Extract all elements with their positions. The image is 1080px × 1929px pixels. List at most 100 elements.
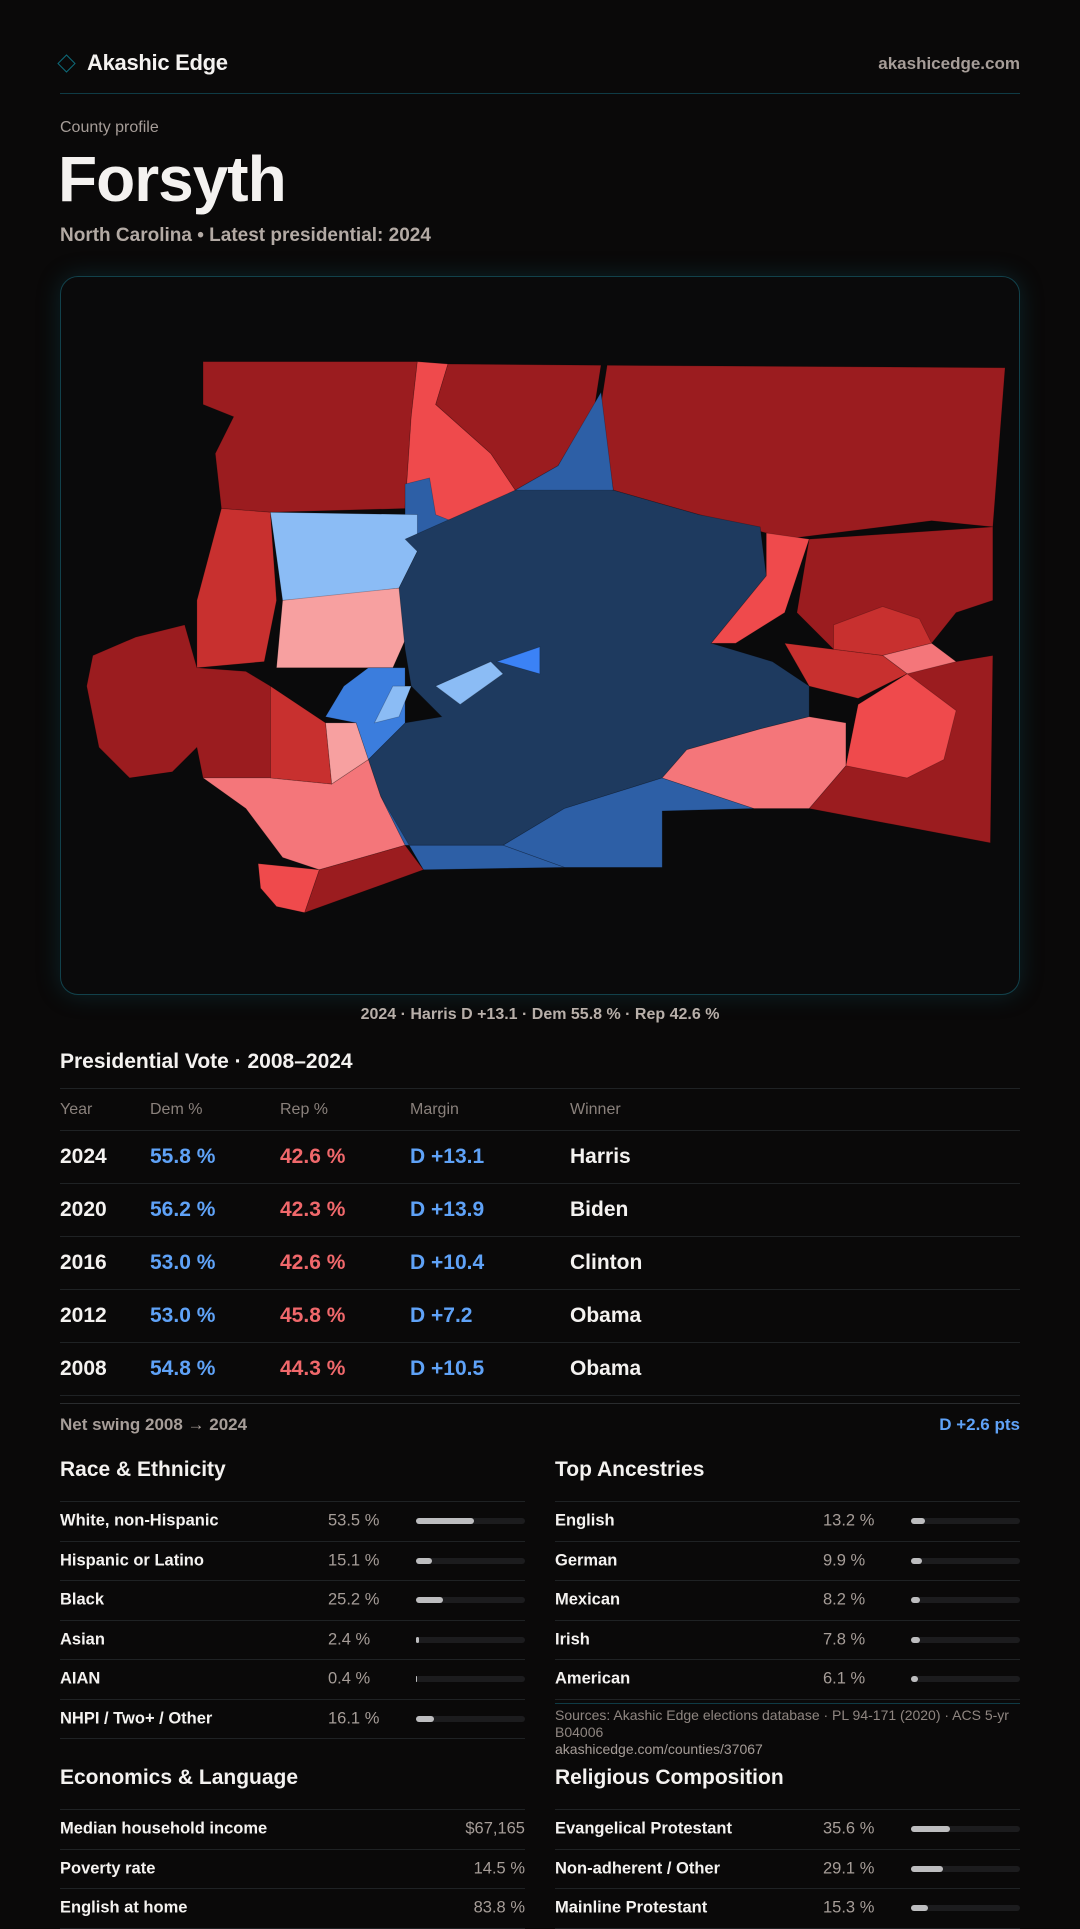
stat-bar (416, 1676, 525, 1682)
stat-bar (416, 1518, 525, 1524)
economics-row: English at home 83.8 % (60, 1889, 525, 1929)
precinct-rep-strong[interactable] (203, 362, 417, 513)
rep-cell: 42.6 % (280, 1145, 345, 1169)
eyebrow: County profile (60, 119, 159, 137)
site-link[interactable]: akashicedge.com (878, 54, 1020, 74)
swing-divider (60, 1403, 1020, 1404)
stat-bar-fill (911, 1597, 920, 1603)
race-row: AIAN 0.4 % (60, 1660, 525, 1700)
brand[interactable]: Akashic Edge (60, 50, 228, 76)
stat-label: Irish (555, 1630, 590, 1649)
table-body: 2024 55.8 % 42.6 % D +13.1 Harris 2020 56.2 % 4… (60, 1131, 1020, 1396)
year-cell: 2016 (60, 1251, 107, 1275)
table-row[interactable]: 2024 55.8 % 42.6 % D +13.1 Harris (60, 1131, 1020, 1184)
dem-cell: 53.0 % (150, 1251, 215, 1275)
margin-cell: D +13.1 (410, 1145, 484, 1169)
precinct-rep[interactable] (197, 509, 277, 668)
stat-bar (911, 1676, 1020, 1682)
stat-value: 16.1 % (328, 1709, 379, 1728)
swing-value: D +2.6 pts (939, 1415, 1020, 1435)
stat-label: AIAN (60, 1670, 100, 1689)
winner-cell: Biden (570, 1198, 628, 1222)
stat-value: 6.1 % (823, 1670, 865, 1689)
precinct-rep[interactable] (270, 686, 331, 784)
stat-label: Black (60, 1591, 104, 1610)
winner-cell: Harris (570, 1145, 631, 1169)
stat-value: 15.1 % (328, 1551, 379, 1570)
winner-cell: Obama (570, 1304, 641, 1328)
stat-bar-fill (416, 1716, 434, 1722)
stat-label: English at home (60, 1899, 187, 1918)
col-year: Year (60, 1101, 92, 1119)
margin-cell: D +13.9 (410, 1198, 484, 1222)
rep-cell: 44.3 % (280, 1357, 345, 1381)
stat-bar (911, 1558, 1020, 1564)
col-margin: Margin (410, 1101, 459, 1119)
map-svg (61, 277, 1020, 995)
winner-cell: Clinton (570, 1251, 642, 1275)
header-divider (60, 93, 1020, 94)
race-title: Race & Ethnicity (60, 1454, 525, 1502)
stat-bar-fill (911, 1518, 925, 1524)
stat-bar (416, 1637, 525, 1643)
economics-title: Economics & Language (60, 1762, 525, 1810)
rep-cell: 42.6 % (280, 1251, 345, 1275)
precinct-map[interactable] (60, 276, 1020, 995)
winner-cell: Obama (570, 1357, 641, 1381)
precinct-dem-light[interactable] (270, 512, 417, 600)
stat-label: English (555, 1512, 615, 1531)
stat-bar-fill (911, 1637, 920, 1643)
stat-bar-fill (911, 1676, 918, 1682)
year-cell: 2024 (60, 1145, 107, 1169)
page-title: Forsyth (58, 142, 286, 216)
stat-value: 83.8 % (474, 1899, 525, 1918)
stat-value: $67,165 (465, 1820, 525, 1839)
col-dem: Dem % (150, 1101, 202, 1119)
stat-label: Poverty rate (60, 1859, 155, 1878)
stat-label: Median household income (60, 1820, 267, 1839)
stat-value: 13.2 % (823, 1512, 874, 1531)
brand-name: Akashic Edge (87, 50, 228, 76)
year-cell: 2020 (60, 1198, 107, 1222)
year-cell: 2008 (60, 1357, 107, 1381)
stat-bar-fill (911, 1826, 950, 1832)
stat-bar-fill (416, 1518, 474, 1524)
stat-bar-fill (416, 1597, 443, 1603)
stat-bar-fill (911, 1905, 928, 1911)
religion-section: Religious Composition Evangelical Protes… (555, 1762, 1020, 1929)
stat-bar-fill (911, 1866, 943, 1872)
economics-row: Median household income $67,165 (60, 1810, 525, 1850)
stat-bar (911, 1866, 1020, 1872)
col-rep: Rep % (280, 1101, 328, 1119)
religion-title: Religious Composition (555, 1762, 1020, 1810)
stat-value: 0.4 % (328, 1670, 370, 1689)
page-subtitle: North Carolina • Latest presidential: 20… (60, 225, 431, 247)
stat-value: 29.1 % (823, 1859, 874, 1878)
dem-cell: 55.8 % (150, 1145, 215, 1169)
precinct-rep-pale[interactable] (277, 588, 418, 668)
stat-value: 2.4 % (328, 1630, 370, 1649)
year-cell: 2012 (60, 1304, 107, 1328)
stat-bar-fill (416, 1637, 419, 1643)
stat-value: 15.3 % (823, 1899, 874, 1918)
dem-cell: 56.2 % (150, 1198, 215, 1222)
footer-url[interactable]: akashicedge.com/counties/37067 (555, 1741, 1020, 1758)
col-winner: Winner (570, 1101, 621, 1119)
